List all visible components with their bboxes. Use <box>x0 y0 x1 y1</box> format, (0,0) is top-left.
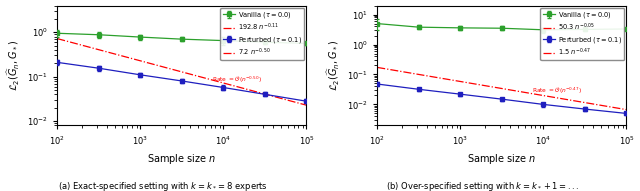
Legend: Vanilla ($\tau = 0.0$), $192.8\ n^{-0.11}$, Perturbed ($\tau = 0.1$), $7.2\ n^{-: Vanilla ($\tau = 0.0$), $192.8\ n^{-0.11… <box>220 8 305 61</box>
Text: (b) Over-specified setting with $k = k_* + 1 = ...$: (b) Over-specified setting with $k = k_*… <box>387 180 580 191</box>
Legend: Vanilla ($\tau = 0.0$), $50.3\ n^{-0.05}$, Perturbed ($\tau = 0.1$), $1.5\ n^{-0: Vanilla ($\tau = 0.0$), $50.3\ n^{-0.05}… <box>540 8 625 61</box>
Text: (a) Exact-specified setting with $k = k_* = 8$ experts: (a) Exact-specified setting with $k = k_… <box>58 180 268 191</box>
Y-axis label: $\mathcal{L}_2(\widehat{G}_n, G_*)$: $\mathcal{L}_2(\widehat{G}_n, G_*)$ <box>326 40 342 91</box>
Y-axis label: $\mathcal{L}_2(\widehat{G}_n, G_*)$: $\mathcal{L}_2(\widehat{G}_n, G_*)$ <box>6 40 22 91</box>
X-axis label: Sample size $n$: Sample size $n$ <box>467 152 536 166</box>
Text: Rate $=\mathcal{O}(n^{-0.05})$: Rate $=\mathcal{O}(n^{-0.05})$ <box>0 190 1 191</box>
Text: Rate $=\mathcal{O}(n^{-0.11})$: Rate $=\mathcal{O}(n^{-0.11})$ <box>0 190 1 191</box>
Text: Rate $=\mathcal{O}(n^{-0.50})$: Rate $=\mathcal{O}(n^{-0.50})$ <box>212 75 262 85</box>
X-axis label: Sample size $n$: Sample size $n$ <box>147 152 216 166</box>
Text: Rate $=\mathcal{O}(n^{-0.47})$: Rate $=\mathcal{O}(n^{-0.47})$ <box>532 86 582 96</box>
